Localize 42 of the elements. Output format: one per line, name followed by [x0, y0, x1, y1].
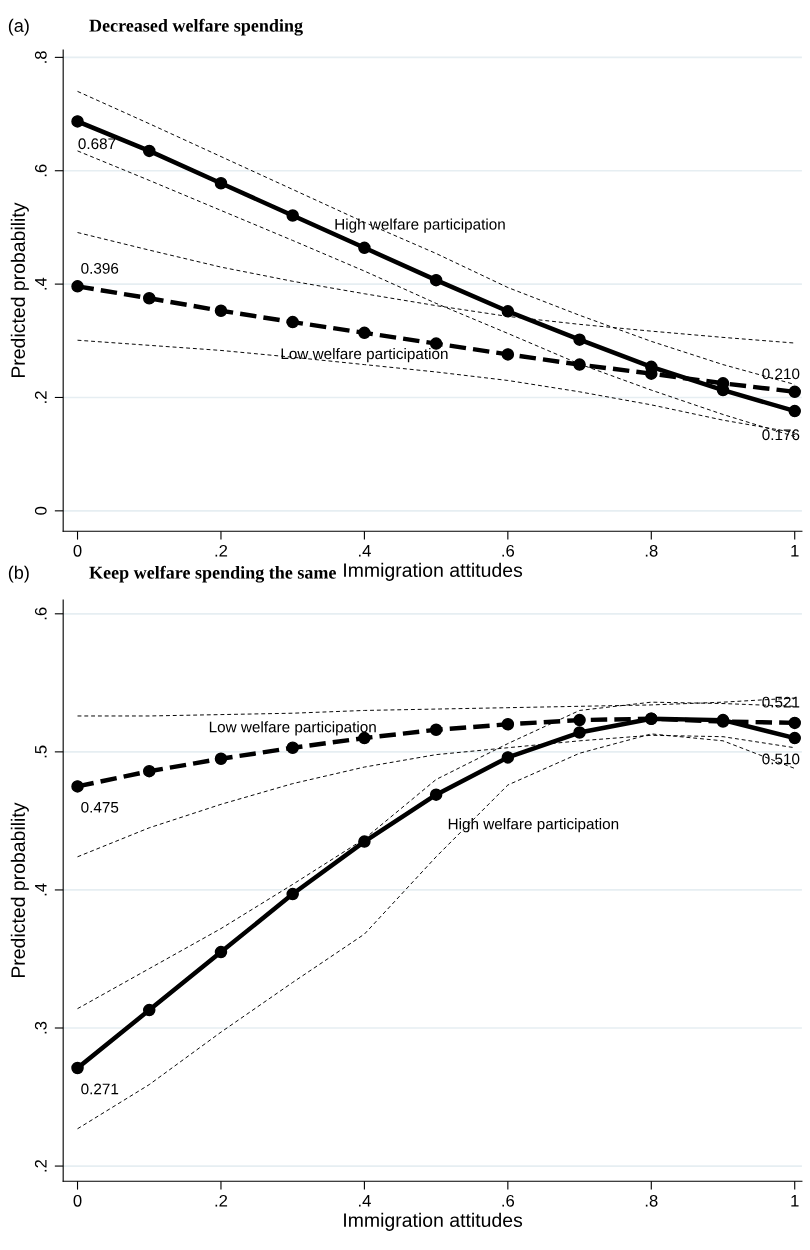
x-tick-label: .4: [358, 545, 371, 557]
data-label: 0.176: [762, 429, 800, 441]
series-label: Low welfare participation: [281, 347, 448, 363]
series-label: High welfare participation: [448, 818, 619, 833]
chart-title: Decreased welfare spending: [89, 18, 303, 36]
series-label: High welfare participation: [335, 218, 505, 233]
data-label: 0.475: [81, 801, 119, 813]
x-tick-label: 0: [73, 1194, 82, 1207]
x-tick-label: .2: [215, 544, 228, 557]
y-tick-label: .6: [34, 164, 47, 177]
x-tick-label: .4: [358, 1195, 371, 1207]
data-label: 0.687: [78, 138, 116, 150]
chart-title: Keep welfare spending the same: [89, 565, 336, 583]
y-tick-label: .3: [34, 1021, 47, 1034]
x-tick-label: .6: [502, 544, 515, 557]
x-tick-label: 0: [73, 544, 82, 557]
text: (a): [8, 18, 29, 36]
series-label: Low welfare participation: [209, 721, 376, 736]
x-tick-label: .8: [645, 544, 658, 557]
data-label: 0.521: [762, 696, 800, 708]
y-tick-label: .5: [35, 745, 47, 758]
x-tick-label: 1: [791, 1195, 799, 1207]
y-axis-title: Predicted probability: [10, 802, 29, 978]
data-label: 0.396: [81, 262, 119, 274]
x-tick-label: 1: [791, 545, 799, 557]
x-axis-title: Immigration attitudes: [344, 562, 523, 581]
y-tick-label: .4: [35, 277, 47, 290]
data-label: 0.210: [762, 368, 800, 380]
y-tick-label: .6: [34, 607, 47, 620]
x-tick-label: .2: [215, 1194, 228, 1207]
x-axis-title: Immigration attitudes: [344, 1212, 523, 1231]
y-axis-title: Predicted probability: [10, 202, 29, 378]
y-tick-label: .2: [34, 1159, 47, 1172]
y-tick-label: .4: [35, 883, 47, 896]
data-label: 0.271: [81, 1083, 119, 1095]
y-tick-label: .8: [34, 51, 47, 63]
y-tick-label: .2: [34, 391, 47, 403]
x-tick-label: .6: [502, 1194, 515, 1207]
x-tick-label: .8: [645, 1194, 658, 1207]
text: (b): [8, 565, 29, 583]
y-tick-label: 0: [34, 506, 47, 515]
data-label: 0.510: [762, 753, 800, 765]
